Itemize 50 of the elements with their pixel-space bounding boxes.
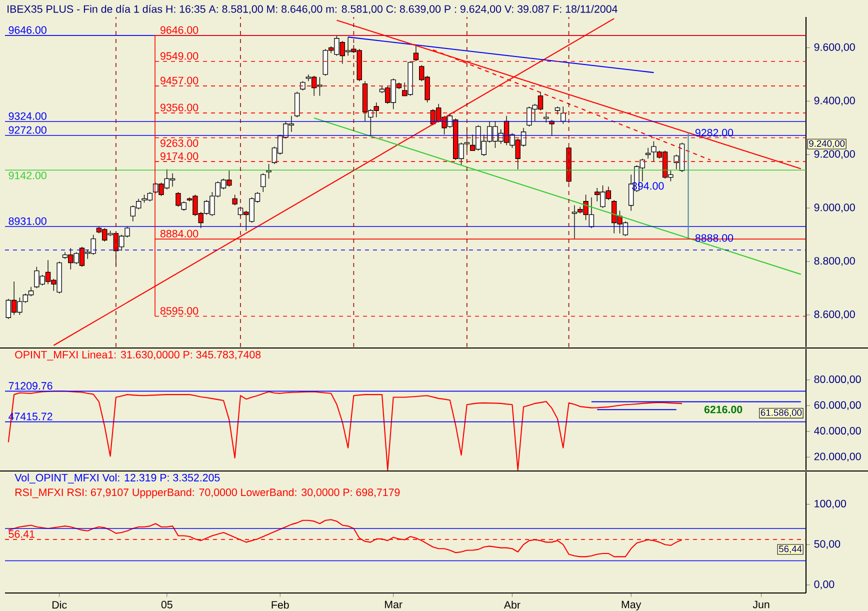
candlestick	[266, 164, 272, 179]
y-tick-label: 0,00	[814, 580, 834, 590]
x-tick-label: Jun	[752, 600, 770, 608]
y-tick-label: 8.800,00	[814, 257, 855, 266]
text: RSI_MFXI RSI: 67,9107 UppperBand: 70,0000 LowerBand: 30,0000 P: 698,7179	[15, 488, 400, 498]
y-tick-label: 50,00	[814, 540, 840, 549]
x-tick-label: May	[622, 600, 642, 610]
y-tick-label: 60.000,00	[814, 401, 861, 410]
ref-line-label: 9263.00	[160, 139, 198, 147]
ref-line-label: 8884.00	[160, 230, 198, 238]
annotation: 61.586,00	[760, 409, 802, 417]
y-tick-label: 9.600,00	[814, 43, 855, 52]
ref-line-label: 9142.00	[8, 172, 46, 180]
chart-title: IBEX35 PLUS - Fin de día 1 días H: 16:35 A: 8.581,00 M: 8.646,00 m: 8.581,00 C: 8.639,00 P : 9.624,00 V: 39.087 F: 18/11/2004	[8, 4, 618, 14]
y-tick-label: 40.000,00	[814, 426, 861, 436]
ref-line-label: 9324.00	[8, 112, 46, 120]
y-tick-label: 8.600,00	[814, 310, 855, 320]
ref-line-label: 9646.00	[160, 26, 198, 34]
ref-line-label: 56.41	[8, 530, 34, 538]
x-tick-label: Abr	[504, 600, 520, 609]
ref-line-label: 9457.00	[160, 76, 198, 84]
y-tick-label: 100,00	[814, 500, 846, 509]
annotation: 56,44	[779, 546, 802, 554]
ref-line-label: 71209.76	[8, 382, 52, 390]
ref-line-label: 8595.00	[160, 307, 198, 315]
y-tick-label: 80.000,00	[814, 375, 861, 384]
y-tick-label: 9.000,00	[814, 204, 855, 212]
x-tick-label: Feb	[272, 600, 289, 609]
candlestick	[260, 172, 266, 192]
candlestick	[560, 106, 566, 124]
ref-line-label: 9549.00	[160, 52, 198, 60]
x-tick-label: Dic	[52, 600, 67, 609]
candlestick	[232, 194, 238, 206]
text: 9.240,00	[809, 140, 845, 148]
ref-line-label: 9174.00	[160, 152, 198, 160]
y-tick-label: 20.000,00	[814, 452, 861, 462]
y-tick-label: 9.200,00	[814, 150, 855, 160]
ref-line-label: 8931.00	[8, 217, 46, 225]
y-tick-label: 9.400,00	[814, 96, 855, 106]
chart-title: OPINT_MFXI Linea1: 31.630,0000 P: 345.783,7408	[15, 350, 261, 360]
annotation: 6216.00	[704, 406, 742, 414]
candlestick	[294, 91, 300, 118]
candlestick	[645, 148, 651, 159]
ref-line-label: 9646.00	[8, 26, 46, 34]
ref-line-label: 9356.00	[160, 104, 198, 112]
ref-line-label: 9272.00	[8, 126, 46, 134]
x-tick-label: Mar	[385, 600, 402, 608]
chart-title: Vol_OPINT_MFXI Vol: 12.319 P: 3.352.205	[14, 474, 220, 484]
x-tick-label: 05	[161, 600, 172, 608]
candlestick	[544, 112, 549, 123]
